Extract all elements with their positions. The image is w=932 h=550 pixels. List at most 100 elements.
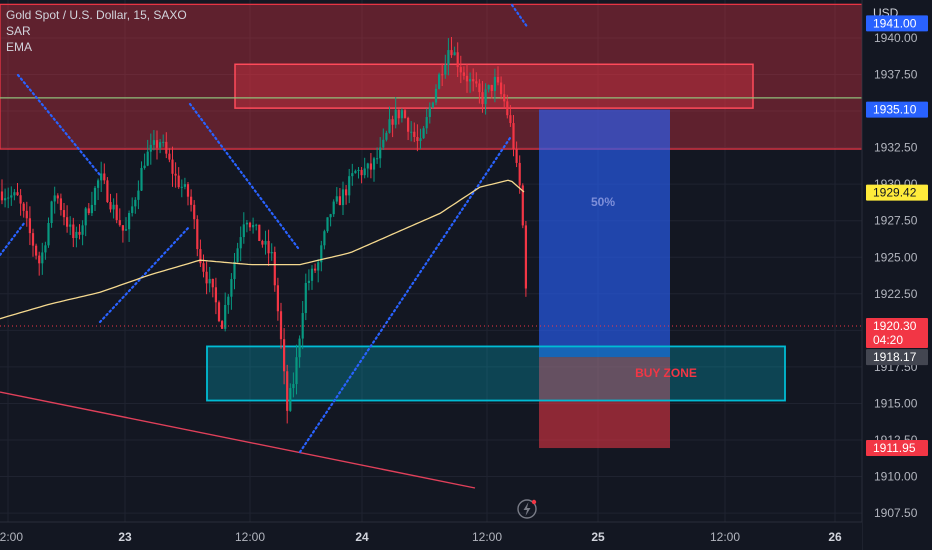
- candle: [69, 216, 72, 236]
- candle-body: [289, 388, 292, 411]
- candle-body: [283, 339, 286, 372]
- candle: [16, 183, 19, 196]
- candle-body: [56, 195, 59, 199]
- candle: [295, 344, 298, 395]
- candle-body: [19, 195, 22, 204]
- candle-body: [416, 137, 419, 142]
- candle-body: [31, 233, 35, 246]
- candle-body: [441, 74, 444, 76]
- candle: [462, 66, 465, 80]
- candle-body: [245, 222, 248, 225]
- time-label: 24: [355, 530, 369, 544]
- candle: [174, 162, 177, 188]
- candle: [255, 223, 258, 231]
- candle: [524, 221, 527, 297]
- candle-body: [462, 72, 465, 76]
- candle: [422, 126, 425, 140]
- tp-level-tag-bg: [866, 101, 928, 118]
- candle-body: [410, 131, 413, 133]
- candle-body: [425, 117, 428, 129]
- sar-indicator-label[interactable]: SAR: [6, 24, 31, 38]
- candle: [38, 251, 41, 276]
- sar-dot-segment: [0, 220, 27, 257]
- candle-body: [301, 313, 304, 339]
- time-label: 26: [828, 530, 842, 544]
- candle: [50, 200, 53, 228]
- candle: [245, 219, 248, 233]
- candle-body: [400, 110, 403, 119]
- candle: [56, 193, 59, 204]
- target-percent-label: 50%: [591, 195, 615, 209]
- candle-body: [472, 79, 475, 82]
- candle: [438, 72, 441, 90]
- candle: [28, 206, 31, 246]
- candle: [441, 63, 444, 87]
- price-scale-label: 1932.50: [874, 141, 918, 155]
- price-axis-bg: [862, 0, 932, 550]
- candle-body: [407, 117, 410, 132]
- lightning-icon[interactable]: [517, 499, 537, 519]
- candle: [385, 130, 388, 142]
- candle-body: [348, 176, 351, 196]
- candle: [112, 198, 115, 219]
- candle-body: [239, 237, 242, 249]
- candle-body: [273, 251, 276, 286]
- time-label: 23: [118, 530, 132, 544]
- candle: [118, 208, 121, 227]
- candle: [19, 189, 22, 216]
- candle: [431, 101, 434, 109]
- ema-indicator-label[interactable]: EMA: [6, 40, 33, 54]
- candle: [4, 188, 7, 208]
- candle: [180, 179, 183, 198]
- candle: [366, 162, 369, 178]
- candle-body: [38, 255, 41, 264]
- candle-body: [233, 261, 236, 280]
- candle-body: [310, 268, 314, 281]
- candle: [84, 206, 87, 237]
- candle-body: [174, 173, 177, 176]
- candle: [221, 319, 224, 329]
- symbol-title[interactable]: Gold Spot / U.S. Dollar, 15, SAXO: [6, 8, 187, 22]
- candles: [0, 36, 527, 424]
- candle-body: [475, 81, 478, 84]
- candle: [357, 166, 360, 179]
- candle: [41, 242, 44, 275]
- candle: [47, 217, 50, 248]
- candle: [323, 229, 326, 250]
- candle-body: [304, 282, 307, 314]
- candle: [301, 300, 304, 350]
- candle-body: [512, 123, 515, 149]
- ema-value-tag-bg: [866, 184, 928, 201]
- candle: [149, 133, 152, 165]
- candle-body: [394, 109, 397, 125]
- candle: [450, 36, 453, 58]
- candle: [348, 168, 351, 204]
- candle: [360, 167, 363, 184]
- candle: [124, 217, 128, 231]
- candle-body: [7, 197, 10, 199]
- candle: [490, 84, 493, 99]
- candle: [146, 139, 149, 167]
- candle-body: [25, 210, 28, 219]
- candle-body: [264, 240, 267, 245]
- top-zone-tag: 1941.00: [866, 15, 928, 32]
- candle-body: [75, 231, 78, 239]
- candle: [292, 372, 295, 398]
- candle-body: [137, 190, 140, 200]
- candle: [106, 177, 109, 204]
- candle-body: [258, 224, 261, 241]
- candle-body: [134, 199, 137, 207]
- candle: [186, 181, 190, 206]
- candle-body: [140, 167, 143, 191]
- candle: [152, 130, 155, 151]
- ema-value-tag: 1929.42: [866, 184, 928, 201]
- candle: [413, 122, 416, 143]
- candle-body: [143, 165, 146, 168]
- candle-body: [376, 158, 379, 160]
- entry-price-tag: 1918.17: [866, 349, 928, 366]
- candle-body: [146, 151, 149, 166]
- candle-body: [13, 192, 16, 196]
